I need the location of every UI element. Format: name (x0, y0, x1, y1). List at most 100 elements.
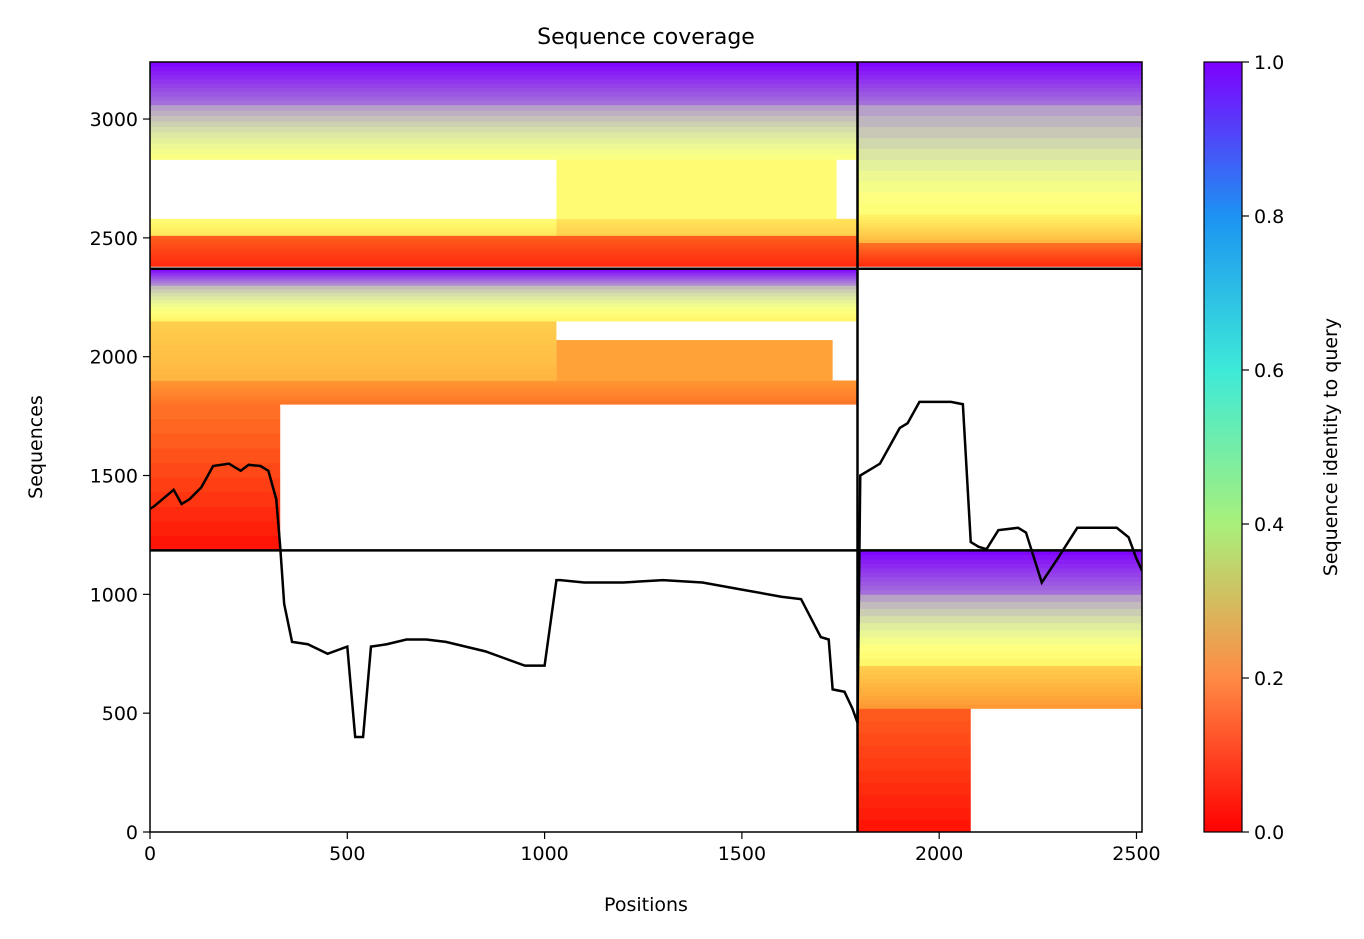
coverage-block-8-stripe (857, 126, 1142, 138)
plot-frame (149, 61, 1143, 833)
coverage-block-8-stripe (857, 192, 1142, 204)
coverage-block-5-stripe (150, 96, 858, 101)
coverage-block-1-stripe (556, 223, 858, 226)
coverage-block-9-stripe (857, 87, 1142, 93)
coverage-block-11-stripe (150, 385, 858, 388)
coverage-block-5-stripe (150, 62, 858, 67)
coverage-block-14-stripe (150, 292, 858, 297)
coverage-block-14-stripe (150, 303, 858, 308)
coverage-block-19-stripe (857, 585, 1142, 591)
coverage-block-13-stripe (556, 360, 833, 365)
coverage-block-0-stripe (150, 257, 858, 261)
coverage-block-17-stripe (857, 687, 1142, 692)
coverage-block-4-stripe (150, 110, 858, 117)
coverage-block-18-stripe (857, 644, 1142, 652)
coverage-block-16-stripe (857, 720, 971, 734)
y-tick-label: 0 (126, 822, 138, 844)
coverage-block-16-stripe (857, 757, 971, 771)
coverage-block-19-stripe (857, 563, 1142, 569)
coverage-block-4-stripe (150, 126, 858, 133)
coverage-block-16-stripe (857, 782, 971, 796)
coverage-block-19-stripe (857, 559, 1142, 564)
coverage-block-6-stripe (857, 244, 1142, 248)
x-tick-label: 1000 (520, 843, 568, 865)
coverage-block-13-stripe (556, 376, 833, 381)
coverage-block-1-stripe (556, 222, 858, 225)
coverage-block-4-stripe (150, 132, 858, 138)
y-tick-label: 1000 (90, 584, 138, 606)
coverage-block-2-stripe (150, 232, 557, 235)
coverage-block-11-stripe (150, 401, 858, 405)
coverage-block-10-stripe (150, 448, 281, 464)
coverage-block-8-stripe (857, 159, 1142, 171)
x-tick-label: 500 (329, 843, 365, 865)
coverage-block-10-stripe (150, 477, 281, 493)
coverage-block-13-stripe (556, 348, 833, 353)
coverage-block-17-stripe (857, 699, 1142, 705)
coverage-block-5-stripe (150, 74, 858, 80)
coverage-block-2-stripe (150, 218, 557, 221)
coverage-block-1-stripe (556, 227, 858, 230)
coverage-block-3-stripe (556, 212, 837, 220)
coverage-block-2-stripe (150, 230, 557, 233)
coverage-block-0-stripe (150, 235, 858, 239)
coverage-block-15-stripe (150, 280, 858, 283)
coverage-block-19-stripe (857, 581, 1142, 586)
colorbar-tick-label: 0.0 (1254, 822, 1284, 844)
coverage-block-14-stripe (150, 317, 858, 322)
coverage-block-10-stripe (150, 433, 281, 449)
x-axis-ticks: 0 500 1000 1500 2000 2500 (144, 832, 1161, 865)
coverage-block-2-stripe (150, 225, 557, 228)
coverage-block-11-stripe (150, 394, 858, 398)
coverage-block-15-stripe (150, 282, 858, 285)
coverage-block-9-stripe (857, 66, 1142, 71)
coverage-block-16-stripe (857, 819, 971, 832)
coverage-block-6-stripe (857, 249, 1142, 253)
colorbar-tick-label: 0.2 (1254, 668, 1284, 690)
coverage-block-17-stripe (857, 665, 1142, 671)
coverage-block-12-stripe (150, 350, 557, 358)
coverage-block-5-stripe (150, 87, 858, 93)
coverage-block-14-stripe (150, 310, 858, 315)
coverage-block-7-stripe (857, 228, 1142, 232)
coverage-block-15-stripe (150, 270, 858, 273)
coverage-block-3-stripe (556, 206, 837, 214)
coverage-block-13-stripe (556, 340, 833, 345)
coverage-block-11-stripe (150, 389, 858, 393)
coverage-block-9-stripe (857, 83, 1142, 89)
coverage-block-7-stripe (857, 236, 1142, 241)
coverage-block-3-stripe (556, 183, 837, 190)
coverage-block-3-stripe (556, 177, 837, 184)
coverage-block-10-stripe (150, 404, 281, 420)
coverage-block-6-stripe (857, 259, 1142, 263)
coverage-block-0-stripe (150, 263, 858, 267)
coverage-block-15-stripe (150, 278, 858, 281)
coverage-block-0-stripe (150, 254, 858, 258)
coverage-block-14-stripe (150, 296, 858, 301)
coverage-block-13-stripe (556, 344, 833, 349)
coverage-block-6-stripe (857, 261, 1142, 265)
coverage-block-3-stripe (556, 171, 837, 178)
coverage-block-8-stripe (857, 203, 1142, 215)
y-tick-label: 500 (102, 703, 138, 725)
coverage-block-4-stripe (150, 121, 858, 128)
coverage-block-8-stripe (857, 181, 1142, 193)
coverage-block-18-stripe (857, 594, 1142, 602)
coverage-block-11-stripe (150, 397, 858, 400)
coverage-block-10-stripe (150, 521, 281, 537)
coverage-block-19-stripe (857, 589, 1142, 595)
coverage-block-1-stripe (556, 228, 858, 231)
coverage-block-16-stripe (857, 708, 971, 722)
coverage-block-5-stripe (150, 100, 858, 106)
coverage-block-7-stripe (857, 219, 1142, 224)
coverage-block-18-stripe (857, 601, 1142, 610)
coverage-block-17-stripe (857, 674, 1142, 679)
coverage-block-2-stripe (150, 228, 557, 231)
coverage-block-12-stripe (150, 374, 557, 381)
y-tick-label: 3000 (90, 109, 138, 131)
colorbar-tick-label: 1.0 (1254, 52, 1284, 74)
coverage-block-12-stripe (150, 338, 557, 346)
colorbar-tick-label: 0.4 (1254, 514, 1284, 536)
coverage-block-13-stripe (556, 364, 833, 369)
